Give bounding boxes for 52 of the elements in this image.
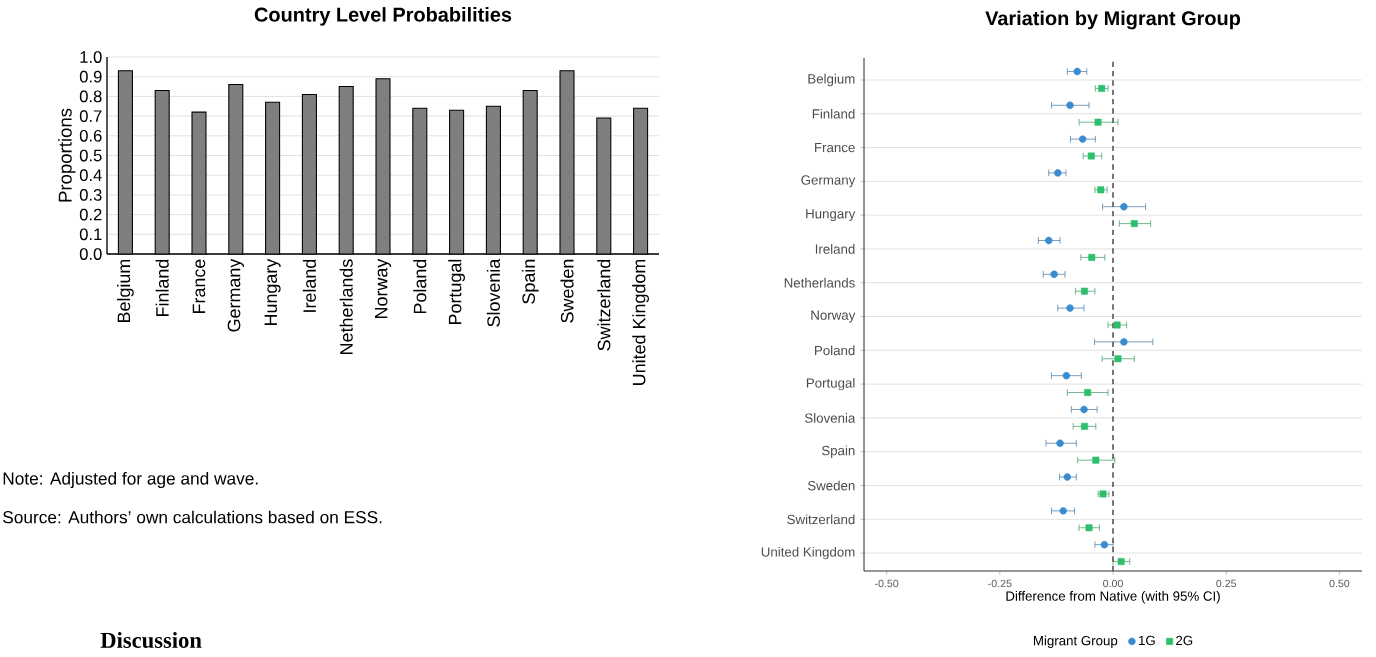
y-tick-label: Finland	[812, 108, 855, 119]
y-tick-label: Slovenia	[804, 413, 856, 423]
x-tick-label: Switzerland	[597, 259, 611, 351]
chart-title: Variation by Migrant Group	[985, 10, 1241, 30]
text: Note: Adjusted for age and wave.	[3, 471, 258, 489]
x-tick-label: Germany	[227, 258, 244, 332]
y-tick-label: 0.8	[79, 90, 102, 103]
x-tick-label: Norway	[374, 258, 392, 318]
x-tick-label: Ireland	[302, 259, 316, 312]
legend-label: 1G	[1139, 635, 1155, 646]
y-tick-label: 0.4	[79, 169, 102, 182]
x-tick-label: Spain	[521, 259, 539, 304]
y-tick-label: 0.7	[79, 110, 102, 122]
x-tick-label: 0.50	[1329, 579, 1350, 588]
y-tick-label: Switzerland	[787, 514, 855, 525]
y-tick-label: 0.2	[79, 208, 102, 221]
text: Discussion	[100, 632, 202, 648]
y-tick-label: Hungary	[806, 209, 856, 222]
y-tick-label: Germany	[801, 175, 856, 188]
y-tick-label: Portugal	[806, 377, 855, 391]
legend-label: 2G	[1176, 635, 1193, 646]
x-tick-label: Netherlands	[339, 259, 353, 354]
y-tick-label: United Kingdom	[761, 546, 855, 560]
y-tick-label: 0.5	[79, 149, 102, 162]
source-note: Source: Authors’ own calculations based on ESS.	[3, 510, 382, 524]
y-tick-label: 0.6	[79, 129, 102, 142]
chart-title: Country Level Probabilities	[254, 7, 512, 26]
x-tick-label: 0.25	[1216, 579, 1237, 588]
y-tick-label: Sweden	[807, 480, 855, 491]
x-tick-label: 0.00	[1103, 579, 1123, 588]
y-tick-label: 0.1	[79, 228, 102, 241]
x-tick-label: Sweden	[560, 259, 574, 323]
y-tick-label: 0.9	[79, 70, 102, 83]
x-tick-label: France	[192, 259, 206, 314]
y-tick-label: Ireland	[815, 244, 855, 254]
y-tick-label: 1.0	[80, 51, 102, 63]
y-tick-label: 0.3	[79, 189, 102, 201]
x-tick-label: Portugal	[448, 259, 465, 324]
x-tick-label: United Kingdom	[632, 259, 649, 385]
x-tick-label: Hungary	[264, 258, 281, 325]
x-tick-label: Poland	[413, 259, 427, 314]
x-tick-label: -0.50	[875, 579, 899, 588]
legend-title: Migrant Group	[1033, 635, 1118, 648]
x-tick-label: -0.25	[988, 579, 1012, 588]
y-axis-title: Proportions	[58, 108, 76, 202]
x-tick-label: Slovenia	[486, 258, 500, 327]
x-axis-title: Difference from Native (with 95% CI)	[1006, 591, 1220, 604]
y-tick-label: Belgium	[808, 73, 855, 87]
y-tick-label: Spain	[821, 445, 855, 458]
y-tick-label: France	[815, 142, 855, 153]
y-tick-label: 0.0	[79, 248, 102, 260]
x-tick-label: Finland	[155, 259, 169, 317]
